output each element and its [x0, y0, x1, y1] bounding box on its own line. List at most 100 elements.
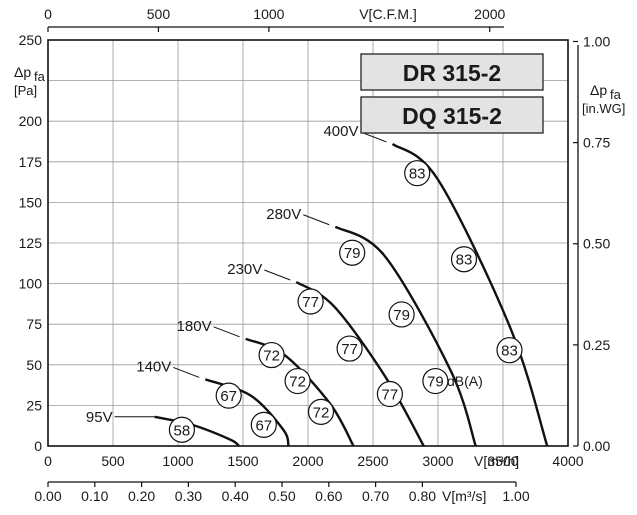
bottom-tick-label: 0.10 — [81, 488, 108, 504]
sound-level-circle — [404, 160, 431, 187]
sound-level-circle — [422, 367, 449, 395]
x-axis-label: V[m³/h] — [474, 453, 519, 469]
right-tick-label: 0.00 — [583, 438, 610, 454]
sound-level-marker: 72 — [284, 367, 311, 395]
x-tick-label: 2500 — [357, 453, 388, 469]
bottom-tick-label: 0.40 — [222, 488, 249, 504]
bottom-tick-label: 0.80 — [409, 488, 436, 504]
sound-level-marker: 58 — [168, 416, 195, 443]
sound-level-value: 67 — [220, 388, 237, 405]
sound-level-value: 83 — [456, 252, 473, 269]
bottom-tick-label: 0.00 — [34, 488, 61, 504]
sound-level-value: 79 — [344, 245, 361, 262]
top-tick-label: 2000 — [474, 6, 505, 22]
bottom-tick-label: 0.50 — [268, 488, 295, 504]
sound-level-marker: 79 — [339, 239, 366, 266]
sound-level-marker: 67 — [215, 382, 242, 409]
x-tick-label: 500 — [101, 453, 125, 469]
sound-level-value: 77 — [302, 294, 319, 311]
sound-level-marker: 79 — [422, 367, 449, 395]
y-tick-label: 75 — [26, 316, 42, 332]
model-label-1: DR 315-2 — [360, 53, 544, 91]
model-label-2: DQ 315-2 — [360, 96, 544, 134]
voltage-label: 400V — [323, 123, 358, 140]
sound-level-circle — [376, 380, 403, 408]
sound-level-marker: 79 — [388, 301, 415, 328]
y2-axis-subscript: fa — [610, 87, 622, 102]
sound-level-value: 58 — [174, 422, 191, 439]
y-tick-label: 200 — [19, 113, 43, 129]
sound-level-value: 83 — [409, 166, 426, 183]
top-tick-label: 1000 — [253, 6, 284, 22]
sound-level-labels: 58 67 67 72 72 72 77 77 77 79 79 79 83 83 83 — [168, 160, 523, 443]
y-tick-label: 250 — [19, 32, 43, 48]
y-tick-label: 25 — [26, 397, 42, 413]
plot-frame — [47, 39, 569, 447]
curve-280v — [334, 225, 477, 447]
model-name-2: DQ 315-2 — [402, 103, 502, 129]
sound-level-circle — [496, 337, 523, 364]
sound-level-marker: 83 — [404, 160, 431, 187]
y-axis-unit: [Pa] — [14, 83, 37, 98]
right-tick-label: 1.00 — [583, 33, 610, 49]
sound-level-value: 79 — [393, 307, 410, 324]
y-tick-label: 0 — [34, 438, 42, 454]
y2-axis-unit: [in.WG] — [582, 101, 625, 116]
sound-level-circle — [307, 398, 335, 425]
x-tick-label: 0 — [44, 453, 52, 469]
sound-level-circle — [215, 382, 242, 409]
leader-line — [213, 326, 240, 338]
sound-level-circle — [388, 301, 415, 328]
sound-unit-label: dB(A) — [447, 373, 483, 389]
voltage-label: 95V — [86, 409, 113, 426]
sound-level-marker: 77 — [336, 335, 363, 362]
y-axis-delta: Δp — [14, 64, 31, 80]
leader-line — [264, 269, 291, 281]
x-tick-label: 2000 — [292, 453, 323, 469]
leader-line — [303, 214, 330, 226]
bottom-tick-label: 1.00 — [502, 488, 529, 504]
model-name-1: DR 315-2 — [403, 60, 501, 86]
sound-level-marker: 77 — [297, 288, 324, 315]
sound-level-marker: 72 — [258, 341, 285, 369]
sound-level-circle — [450, 246, 478, 273]
y-tick-label: 50 — [26, 357, 42, 373]
sound-level-circle — [339, 239, 366, 266]
bottom-tick-label: 0.60 — [315, 488, 342, 504]
sound-level-marker: 83 — [450, 246, 478, 273]
bottom-tick-label: 0.30 — [175, 488, 202, 504]
right-tick-label: 0.50 — [583, 236, 610, 252]
bottom-tick-label: 0.70 — [362, 488, 389, 504]
sound-level-value: 67 — [255, 417, 272, 434]
curve-400v — [391, 142, 549, 447]
top-tick-label: 500 — [147, 6, 171, 22]
x-tick-label: 1000 — [162, 453, 193, 469]
sound-level-marker: 77 — [376, 380, 403, 408]
x-tick-label: 4000 — [552, 453, 583, 469]
top-tick-label: 0 — [44, 6, 52, 22]
sound-level-value: 79 — [427, 374, 444, 391]
sound-level-marker: 72 — [307, 398, 335, 425]
sound-level-circle — [168, 416, 195, 443]
model-box-2 — [360, 96, 544, 134]
sound-level-value: 72 — [313, 404, 330, 421]
sound-level-value: 77 — [382, 387, 399, 404]
sound-level-marker: 67 — [250, 411, 277, 438]
y2-axis-delta: Δp — [590, 82, 607, 98]
sound-level-value: 72 — [289, 374, 306, 391]
bottom-tick-label: 0.20 — [128, 488, 155, 504]
right-tick-label: 0.25 — [583, 337, 610, 353]
sound-level-value: 83 — [501, 343, 518, 360]
y-tick-label: 100 — [19, 276, 43, 292]
sound-level-circle — [336, 335, 363, 362]
x-tick-label: 3000 — [422, 453, 453, 469]
sound-level-marker: 83 — [496, 337, 523, 364]
right-tick-label: 0.75 — [583, 135, 610, 151]
voltage-label: 180V — [177, 318, 212, 335]
performance-curves: 95V 140V 180V 230V 280V 400V — [86, 123, 549, 447]
sound-level-circle — [284, 367, 311, 395]
sound-level-circle — [250, 411, 277, 438]
x-tick-label: 3500 — [487, 453, 518, 469]
top-axis-label: V[C.F.M.] — [359, 6, 417, 22]
